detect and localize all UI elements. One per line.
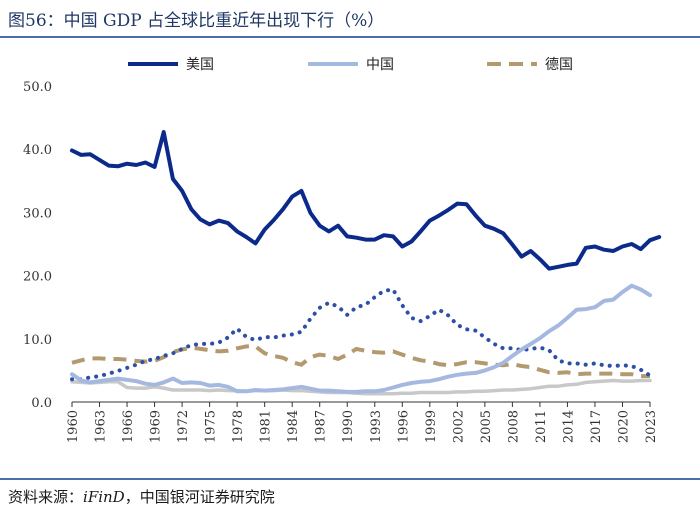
x-tick-label: 2008 bbox=[506, 410, 521, 443]
footer-rule bbox=[0, 478, 700, 480]
x-tick-label: 1987 bbox=[314, 410, 329, 443]
x-tick-label: 1966 bbox=[121, 410, 136, 443]
y-tick-label: 40.0 bbox=[23, 143, 52, 158]
x-tick-label: 1963 bbox=[94, 410, 109, 443]
x-tick-label: 2017 bbox=[589, 410, 604, 443]
x-tick-label: 2002 bbox=[451, 410, 466, 443]
y-tick-label: 0.0 bbox=[31, 396, 52, 411]
series-line-solid-thick bbox=[70, 130, 662, 271]
line-chart: 0.0 10.0 20.0 30.0 40.0 50.0 1960 1963 1966 1969 1… bbox=[23, 57, 662, 443]
x-tick-label: 1984 bbox=[286, 410, 301, 443]
x-tick-label: 1960 bbox=[66, 410, 81, 443]
legend-label: 德国 bbox=[545, 57, 573, 73]
y-tick-label: 10.0 bbox=[23, 333, 52, 348]
x-tick-label: 1990 bbox=[341, 410, 356, 443]
x-tick-label: 1981 bbox=[259, 410, 274, 443]
y-tick-label: 50.0 bbox=[23, 80, 52, 95]
x-tick-label: 1996 bbox=[396, 410, 411, 443]
chart-axes: 0.0 10.0 20.0 30.0 40.0 50.0 1960 1963 1966 1969 1… bbox=[23, 80, 659, 443]
x-tick-label: 2011 bbox=[534, 410, 549, 443]
x-tick-label: 2023 bbox=[644, 410, 659, 443]
series-line-dotted bbox=[70, 287, 652, 382]
series-line-dashed bbox=[71, 344, 650, 379]
x-tick-label: 2005 bbox=[479, 410, 494, 443]
legend-label: 美国 bbox=[186, 57, 214, 73]
title-rule bbox=[0, 36, 700, 38]
y-tick-label: 20.0 bbox=[23, 270, 52, 285]
source-ifind: iFinD bbox=[83, 488, 125, 506]
x-tick-label: 1993 bbox=[369, 410, 384, 443]
source-note: 资料来源：iFinD，中国银河证券研究院 bbox=[8, 486, 275, 507]
x-tick-label: 1969 bbox=[149, 410, 164, 443]
x-tick-label: 2014 bbox=[561, 410, 576, 443]
source-prefix: 资料来源： bbox=[8, 488, 84, 506]
x-tick-label: 1975 bbox=[204, 410, 219, 443]
legend-label: 中国 bbox=[366, 57, 394, 73]
chart-series-layer bbox=[70, 130, 662, 396]
source-suffix: ，中国银河证券研究院 bbox=[124, 488, 275, 506]
x-tick-label: 1972 bbox=[176, 410, 191, 443]
x-tick-label: 1999 bbox=[424, 410, 439, 443]
chart-legend: 美国 中国 德国 bbox=[128, 57, 573, 73]
y-tick-label: 30.0 bbox=[23, 206, 52, 221]
series-line-solid-light bbox=[70, 283, 652, 394]
chart-title: 图56：中国 GDP 占全球比重近年出现下行（%） bbox=[8, 11, 385, 31]
x-tick-label: 2020 bbox=[616, 410, 631, 443]
x-tick-label: 1978 bbox=[231, 410, 246, 443]
